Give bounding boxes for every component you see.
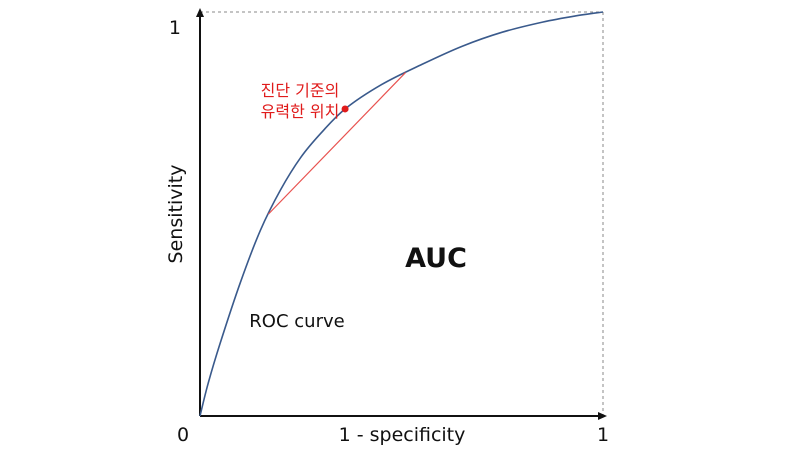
optimal-annotation-line-1: 진단 기준의 — [261, 81, 340, 100]
x-tick-label-1: 1 — [597, 424, 609, 446]
y-tick-label-1: 1 — [169, 17, 181, 39]
y-axis-title: Sensitivity — [165, 165, 187, 264]
x-axis-arrowhead — [598, 412, 607, 420]
roc-curve-line — [199, 11, 604, 417]
y-axis-arrowhead — [196, 8, 204, 17]
optimal-cutoff-point — [341, 105, 349, 113]
x-tick-label-0: 0 — [177, 424, 189, 446]
auc-label: AUC — [405, 243, 467, 274]
optimal-annotation-line-2: 유력한 위치 — [261, 102, 340, 121]
tangent-line — [268, 72, 406, 215]
x-axis-title: 1 - specificity — [339, 424, 466, 446]
roc-curve-label: ROC curve — [249, 311, 344, 332]
